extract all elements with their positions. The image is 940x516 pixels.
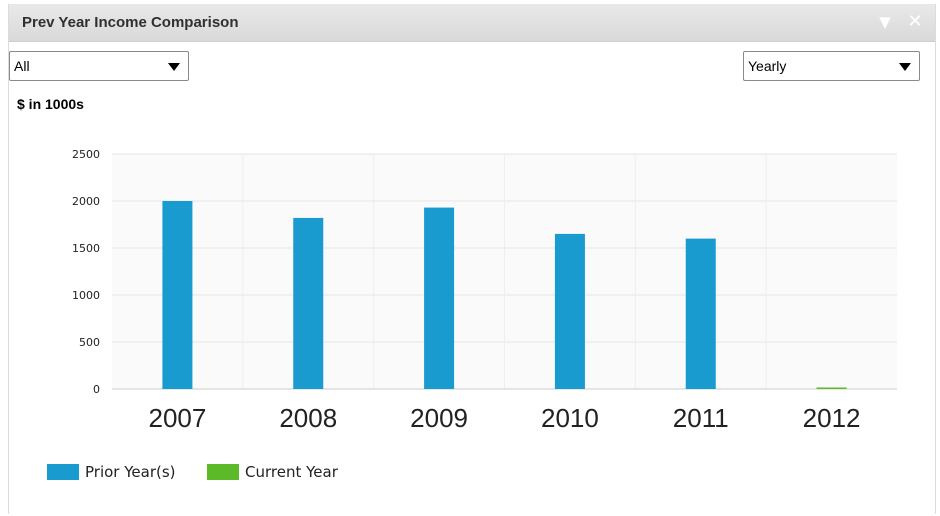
legend-label-prior-year: Prior Year(s) — [85, 463, 176, 481]
close-icon[interactable]: ✕ — [907, 11, 923, 32]
y-tick-label: 500 — [79, 336, 100, 349]
legend-swatch-current-year — [207, 464, 239, 480]
x-tick-label-2010: 2010 — [541, 403, 599, 433]
y-tick-label: 0 — [93, 383, 100, 396]
y-tick-label: 1500 — [72, 242, 100, 255]
bar-prior-year-s-2008 — [293, 217, 324, 389]
x-tick-label-2011: 2011 — [673, 403, 729, 433]
widget-titlebar: Prev Year Income Comparison ▼ ✕ — [9, 4, 935, 42]
widget-title: Prev Year Income Comparison — [22, 14, 239, 31]
legend-swatch-prior-year — [47, 464, 79, 480]
legend-item-current-year[interactable]: Current Year — [207, 462, 338, 482]
legend-label-current-year: Current Year — [245, 463, 338, 481]
y-tick-label: 2500 — [72, 148, 100, 161]
y-tick-label: 1000 — [72, 289, 100, 302]
bar-prior-year-s-2009 — [424, 207, 455, 389]
legend-item-prior-year[interactable]: Prior Year(s) — [47, 462, 176, 482]
x-tick-label-2009: 2009 — [410, 403, 468, 433]
bar-prior-year-s-2007 — [162, 201, 193, 389]
chevron-down-icon — [168, 63, 180, 71]
y-axis-units-label: $ in 1000s — [17, 96, 84, 112]
region-dropdown[interactable]: All — [9, 51, 189, 81]
bar-prior-year-s-2010 — [554, 233, 585, 389]
x-tick-label-2008: 2008 — [279, 403, 337, 433]
bar-prior-year-s-2011 — [685, 238, 716, 389]
y-tick-label: 2000 — [72, 195, 100, 208]
x-tick-label-2007: 2007 — [148, 403, 206, 433]
chevron-down-icon — [899, 63, 911, 71]
period-dropdown[interactable]: Yearly — [743, 51, 920, 81]
bar-current-year-2012 — [816, 387, 847, 389]
region-dropdown-value: All — [14, 58, 30, 74]
x-tick-label-2012: 2012 — [803, 403, 861, 433]
triangle-down-icon[interactable]: ▼ — [879, 13, 891, 31]
period-dropdown-value: Yearly — [748, 58, 787, 74]
